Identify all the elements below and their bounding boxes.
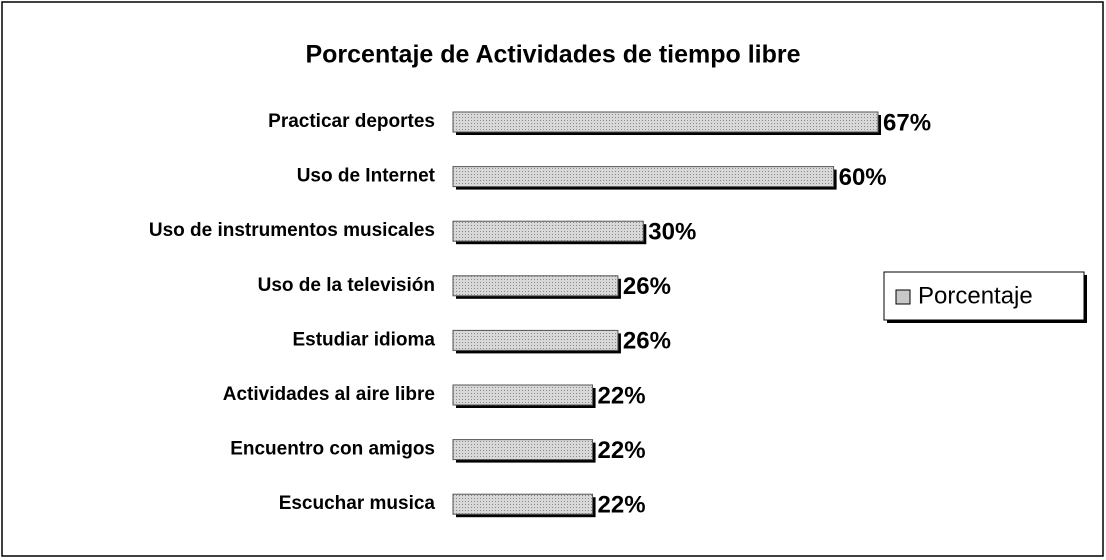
category-label: Uso de Internet	[297, 166, 436, 187]
value-label: 26%	[623, 328, 671, 355]
value-label: 30%	[648, 219, 696, 246]
value-label: 22%	[598, 492, 646, 519]
category-label: Encuentro con amigos	[230, 439, 435, 460]
category-label: Actividades al aire libre	[223, 384, 435, 405]
value-label: 22%	[598, 382, 646, 409]
value-label: 22%	[598, 437, 646, 464]
category-label: Uso de instrumentos musicales	[149, 220, 435, 241]
bar	[452, 166, 835, 188]
bar	[452, 329, 619, 351]
category-label: Escuchar musica	[279, 493, 436, 514]
chart-title: Porcentaje de Actividades de tiempo libr…	[305, 41, 800, 69]
bar	[452, 384, 594, 406]
legend-box	[883, 271, 1085, 321]
bar	[452, 275, 619, 297]
legend-swatch	[895, 289, 911, 305]
bar	[452, 493, 594, 515]
value-label: 60%	[839, 164, 887, 191]
value-label: 67%	[883, 109, 931, 136]
bar	[452, 220, 644, 242]
category-label: Uso de la televisión	[258, 275, 435, 296]
bar	[452, 111, 879, 133]
bar	[452, 439, 594, 461]
legend-label: Porcentaje	[918, 282, 1033, 309]
category-label: Estudiar idioma	[292, 329, 435, 350]
category-label: Practicar deportes	[268, 111, 435, 132]
value-label: 26%	[623, 273, 671, 300]
